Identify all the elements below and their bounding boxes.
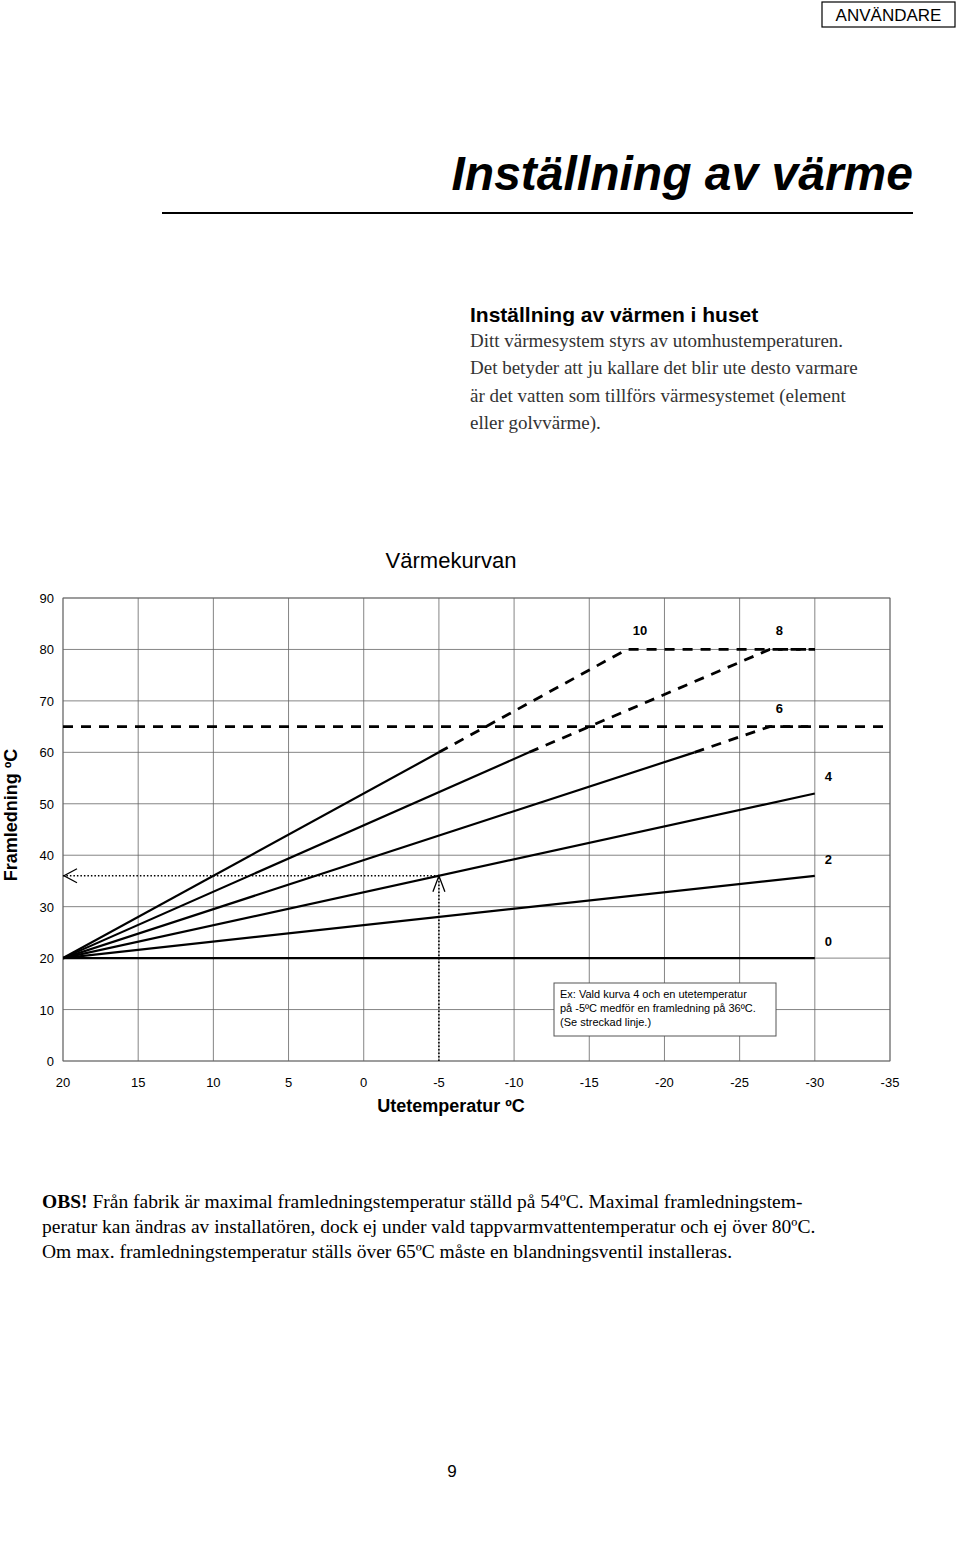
- example-vertical: [438, 876, 440, 1061]
- y-tick-label: 30: [40, 900, 54, 915]
- heating-curve: [63, 752, 695, 958]
- grid-line-y: [63, 855, 890, 856]
- heating-curve: [63, 752, 439, 958]
- y-tick-label: 90: [40, 591, 54, 606]
- page-title: Inställning av värme: [451, 147, 913, 200]
- page-number: 9: [447, 1462, 456, 1481]
- header-label: ANVÄNDARE: [836, 6, 942, 25]
- grid-line-y: [63, 752, 890, 753]
- header-box: [822, 2, 955, 27]
- curve-label: 10: [633, 623, 647, 638]
- plot-frame: [63, 598, 890, 1061]
- y-tick-label: 10: [40, 1003, 54, 1018]
- y-tick-label: 20: [40, 951, 54, 966]
- y-tick-label: 70: [40, 694, 54, 709]
- x-tick-label: 15: [131, 1075, 145, 1090]
- x-tick-label: -20: [655, 1075, 674, 1090]
- grid-line-x: [814, 598, 815, 1061]
- x-tick-label: -25: [730, 1075, 749, 1090]
- curve-label: 8: [776, 623, 783, 638]
- heating-curve: [439, 649, 815, 752]
- note-line: Om max. framledningstemperatur ställs öv…: [42, 1241, 732, 1262]
- annotation-text: Ex: Vald kurva 4 och en utetemperatur: [560, 988, 747, 1000]
- y-axis-label: Framledning ºC: [1, 749, 21, 882]
- annotation-text: på -5ºC medför en framledning på 36ºC.: [560, 1002, 756, 1014]
- grid-line-x: [438, 598, 439, 1061]
- y-tick-label: 50: [40, 797, 54, 812]
- y-tick-label: 40: [40, 848, 54, 863]
- note-text: Om max. framledningstemperatur ställs öv…: [42, 1241, 732, 1262]
- x-tick-label: 5: [285, 1075, 292, 1090]
- paragraph-line: är det vatten som tillförs värmesystemet…: [470, 385, 846, 407]
- x-tick-label: -5: [433, 1075, 445, 1090]
- grid-line-y: [63, 958, 890, 959]
- grid: [63, 598, 890, 1061]
- grid-line-x: [213, 598, 214, 1061]
- note-text: peratur kan ändras av installatören, doc…: [42, 1216, 815, 1237]
- paragraph-line: eller golvvärme).: [470, 412, 601, 434]
- heating-curve: [63, 752, 529, 958]
- page: ANVÄNDARE Inställning av värme Inställning…: [0, 0, 960, 1553]
- x-tick-label: 0: [360, 1075, 367, 1090]
- x-tick-label: -15: [580, 1075, 599, 1090]
- arrowhead: [64, 869, 77, 883]
- grid-line-x: [288, 598, 289, 1061]
- note-line: peratur kan ändras av installatören, doc…: [42, 1216, 815, 1237]
- x-tick-label: 20: [56, 1075, 70, 1090]
- curves: [63, 649, 890, 958]
- note-line: OBS! Från fabrik är maximal framlednings…: [42, 1191, 802, 1212]
- x-tick-label: -10: [505, 1075, 524, 1090]
- paragraph-line: Ditt värmesystem styrs av utomhustempera…: [470, 330, 843, 351]
- y-tick-label: 0: [47, 1054, 54, 1069]
- heating-curve: [63, 793, 815, 958]
- curve-label: 0: [825, 934, 832, 949]
- heating-curve: [529, 649, 815, 752]
- grid-line-y: [63, 906, 890, 907]
- arrowhead: [433, 876, 445, 892]
- annotation-text: (Se streckad linje.): [560, 1016, 651, 1028]
- grid-line-y: [63, 700, 890, 701]
- y-tick-label: 60: [40, 745, 54, 760]
- note-lead: OBS!: [42, 1191, 88, 1212]
- grid-line-x: [363, 598, 364, 1061]
- note-text: Från fabrik är maximal framledningstempe…: [88, 1191, 803, 1212]
- chart-title: Värmekurvan: [386, 548, 517, 573]
- curve-label: 4: [825, 769, 833, 784]
- curve-label: 6: [776, 701, 783, 716]
- grid-line-x: [138, 598, 139, 1061]
- x-tick-label: -30: [805, 1075, 824, 1090]
- x-tick-label: 10: [206, 1075, 220, 1090]
- heating-curve: [695, 727, 815, 753]
- heating-curve: [63, 725, 890, 728]
- example-horizontal: [63, 875, 439, 877]
- curve-label: 2: [825, 852, 832, 867]
- annotation-box: [554, 983, 776, 1036]
- grid-line-x: [514, 598, 515, 1061]
- paragraph-line: Det betyder att ju kallare det blir ute …: [470, 357, 858, 378]
- section-heading: Inställning av värmen i huset: [470, 303, 758, 326]
- y-tick-label: 80: [40, 642, 54, 657]
- x-tick-label: -35: [881, 1075, 900, 1090]
- x-axis-label: Utetemperatur ºC: [377, 1096, 525, 1116]
- title-rule: [162, 212, 913, 214]
